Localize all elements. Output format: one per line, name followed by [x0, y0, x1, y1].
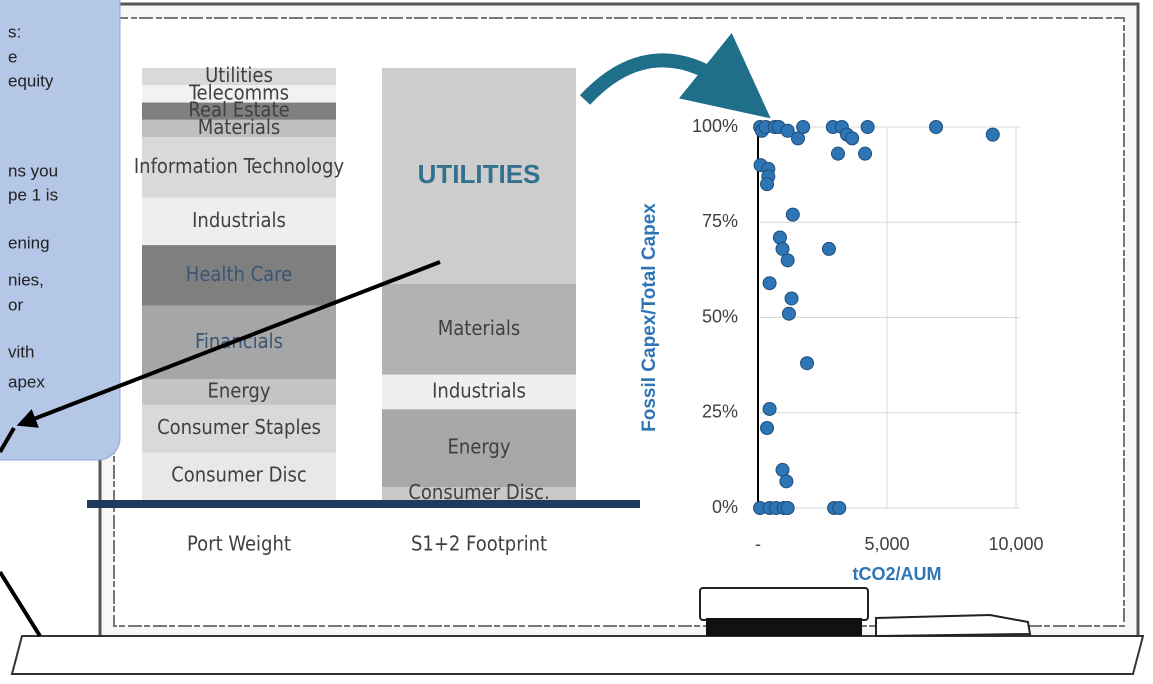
- pointer-line: [16, 260, 441, 428]
- scatter-point: [790, 131, 805, 146]
- scatter-point: [845, 131, 860, 146]
- x-tick-label: Port Weight: [187, 532, 291, 556]
- scatter-point: [762, 401, 777, 416]
- scatter-point: [781, 306, 796, 321]
- bar-segment: [382, 487, 576, 500]
- callout-text: s: e equity ns you pe 1 is ening nies, or vith ap…: [8, 22, 58, 391]
- bar-segment: [382, 374, 576, 410]
- eraser-base: [706, 618, 862, 636]
- segment-label: Materials: [438, 316, 520, 340]
- callout-line: ns you: [8, 161, 58, 180]
- bar-segment: [382, 409, 576, 488]
- callout-line: vith: [8, 342, 34, 361]
- scatter-point: [779, 474, 794, 489]
- eraser: [699, 587, 869, 621]
- scatter-chart: 0% 25% 50% 75% 100% - 5,000 10,000 tCO2/AUM Fossi…: [639, 116, 1044, 584]
- x-tick-label: S1+2 Footprint: [411, 532, 547, 556]
- scatter-point: [796, 120, 811, 134]
- scatter-point: [784, 291, 799, 306]
- bar-segment: [142, 404, 336, 453]
- segment-label: Industrials: [432, 379, 526, 403]
- scatter-point: [830, 146, 845, 161]
- segment-label: Telecomms: [188, 80, 289, 104]
- board-tray: [10, 635, 1145, 675]
- scatter-point: [821, 241, 836, 256]
- segment-label: Information Technology: [134, 154, 345, 178]
- x-tick-label: 5,000: [864, 534, 909, 554]
- scatter-point: [775, 241, 790, 256]
- curved-arrow: [579, 32, 771, 119]
- scatter-point: [832, 501, 847, 515]
- callout-line: s:: [8, 22, 21, 41]
- scatter-point: [760, 420, 775, 435]
- scatter-point: [780, 501, 795, 515]
- bar-segment: [142, 137, 336, 198]
- callout-line: ening: [8, 233, 50, 252]
- y-tick-label: 50%: [702, 306, 738, 326]
- bar-segment: [142, 245, 336, 306]
- y-tick-label: 100%: [692, 116, 738, 136]
- scatter-point: [772, 230, 787, 245]
- pointer-line: [0, 570, 42, 638]
- callout-line: pe 1 is: [8, 185, 58, 204]
- scatter-point: [858, 146, 873, 161]
- bar-segment: [142, 452, 336, 500]
- scatter-point: [860, 120, 875, 134]
- callout-line: apex: [8, 372, 45, 391]
- y-tick-label: 75%: [702, 211, 738, 231]
- bar-segment: [382, 284, 576, 375]
- segment-label: Industrials: [192, 208, 286, 232]
- segment-label: Energy: [448, 435, 511, 459]
- callout-line: or: [8, 295, 23, 314]
- segment-label: Consumer Staples: [157, 415, 321, 439]
- callout-bubble: [0, 0, 121, 461]
- bar-segment: [142, 102, 336, 120]
- scatter-point: [762, 276, 777, 291]
- y-axis-title: Fossil Capex/Total Capex: [639, 203, 660, 432]
- segment-label: Utilities: [205, 63, 273, 87]
- segment-label: Consumer Disc: [171, 463, 307, 487]
- bar-segment: [142, 85, 336, 103]
- segment-label: UTILITIES: [418, 159, 541, 189]
- scatter-point: [780, 253, 795, 268]
- marker: [875, 613, 1032, 638]
- x-axis-title: tCO2/AUM: [853, 564, 942, 584]
- scatter-point: [785, 207, 800, 222]
- scatter-point: [780, 123, 795, 138]
- segment-label: Real Estate: [188, 98, 289, 122]
- y-tick-label: 25%: [702, 402, 738, 422]
- callout-line: e: [8, 47, 17, 66]
- bar-segment: [142, 119, 336, 138]
- scatter-point: [760, 177, 775, 192]
- segment-label: Energy: [208, 379, 271, 403]
- segment-label: Materials: [198, 115, 280, 139]
- bar-segment: [382, 68, 576, 284]
- baseline-bar: [87, 500, 640, 508]
- segment-label: Health Care: [186, 262, 292, 286]
- callout-line: equity: [8, 71, 54, 90]
- scatter-point: [800, 356, 815, 371]
- bar-segment: [142, 68, 336, 86]
- bar-segment: [142, 379, 336, 405]
- callout-line: nies,: [8, 270, 44, 289]
- scatter-point: [929, 120, 944, 134]
- x-tick-label: -: [755, 534, 761, 554]
- bar-segment: [142, 197, 336, 246]
- y-tick-label: 0%: [712, 497, 738, 517]
- pointer-line: [0, 426, 16, 454]
- x-tick-label: 10,000: [988, 534, 1043, 554]
- scatter-point: [985, 127, 1000, 142]
